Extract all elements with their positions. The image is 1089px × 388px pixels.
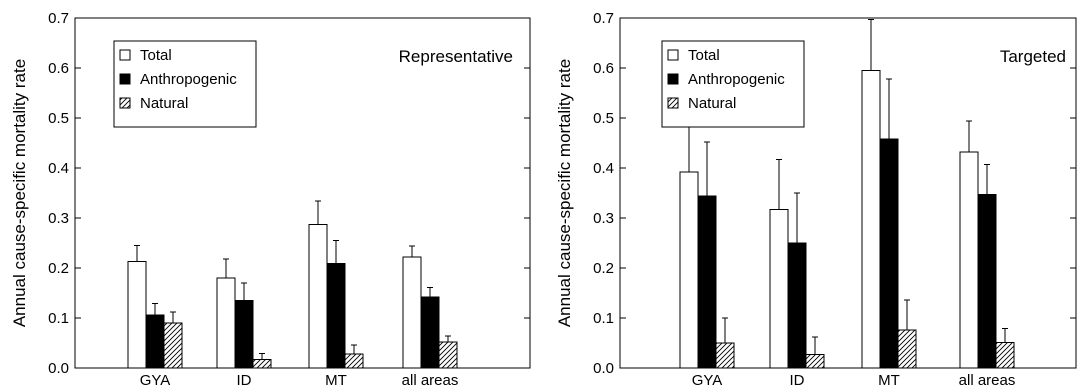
bar [897, 329, 917, 369]
legend-swatch [119, 97, 131, 109]
y-tick-label: 0.5 [48, 110, 69, 127]
y-axis-label: Annual cause-specific mortality rate [10, 59, 29, 327]
bar [697, 195, 717, 369]
bar [769, 209, 789, 369]
legend-swatch [667, 49, 679, 61]
legend-label: Natural [688, 95, 736, 112]
bar [787, 242, 807, 369]
category-label: MT [325, 372, 347, 388]
bar [715, 342, 735, 369]
y-tick-label: 0.4 [593, 160, 614, 177]
plot-frame [74, 17, 531, 369]
bar [995, 342, 1015, 369]
y-tick-label: 0.2 [593, 260, 614, 277]
plot-frame [619, 17, 1077, 369]
y-tick-label: 0.3 [593, 210, 614, 227]
legend-swatch [119, 73, 131, 85]
bar [959, 151, 979, 369]
bar [977, 194, 997, 369]
y-tick-label: 0.0 [593, 360, 614, 377]
bar [308, 224, 328, 369]
y-tick-label: 0.4 [48, 160, 69, 177]
bar [879, 138, 899, 369]
bar [234, 300, 254, 369]
category-label: ID [790, 372, 805, 388]
y-tick-label: 0.1 [48, 310, 69, 327]
legend-label: Total [140, 47, 172, 64]
legend-swatch [119, 49, 131, 61]
category-label: GYA [140, 372, 171, 388]
panel-title: Targeted [1000, 47, 1066, 66]
bar [326, 263, 346, 369]
panel-title: Representative [399, 47, 513, 66]
legend-label: Natural [140, 95, 188, 112]
bar [216, 277, 236, 369]
bar [344, 353, 364, 369]
chart-panel: 0.0 0.1 0.2 0.3 0.4 0.5 0.6 0.7 Annual cause-spe… [555, 10, 1077, 388]
legend-label: Total [688, 47, 720, 64]
y-tick-label: 0.5 [593, 110, 614, 127]
bar [438, 341, 458, 369]
y-tick-label: 0.6 [48, 60, 69, 77]
y-tick-label: 0.2 [48, 260, 69, 277]
y-tick-label: 0.3 [48, 210, 69, 227]
bar [679, 171, 699, 369]
y-tick-label: 0.1 [593, 310, 614, 327]
category-label: ID [237, 372, 252, 388]
bar [145, 314, 165, 369]
y-tick-label: 0.6 [593, 60, 614, 77]
bar [127, 261, 147, 369]
category-label: all areas [959, 372, 1016, 388]
y-tick-label: 0.7 [48, 10, 69, 27]
chart-panel: 0.0 0.1 0.2 0.3 0.4 0.5 0.6 0.7 Annual cause-spe… [10, 10, 531, 388]
bar [402, 256, 422, 369]
y-axis-label: Annual cause-specific mortality rate [555, 59, 574, 327]
legend-label: Anthropogenic [140, 71, 237, 88]
bar [805, 354, 825, 369]
y-tick-label: 0.0 [48, 360, 69, 377]
category-label: MT [878, 372, 900, 388]
category-label: all areas [402, 372, 459, 388]
bar [420, 296, 440, 369]
bar [163, 322, 183, 369]
legend-box [113, 40, 257, 128]
bar [861, 70, 881, 369]
category-label: GYA [692, 372, 723, 388]
legend-box [661, 40, 805, 128]
y-tick-label: 0.7 [593, 10, 614, 27]
legend-swatch [667, 73, 679, 85]
legend-label: Anthropogenic [688, 71, 785, 88]
bar [252, 359, 272, 369]
legend-swatch [667, 97, 679, 109]
